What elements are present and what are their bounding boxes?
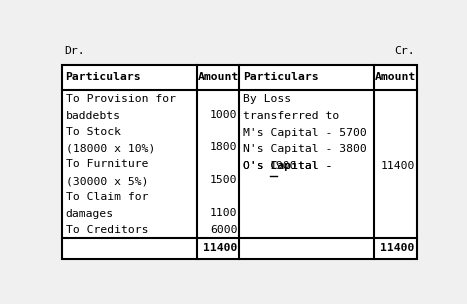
Text: (18000 x 10%): (18000 x 10%) [65,143,155,154]
Text: 1500: 1500 [210,175,238,185]
Text: N's Capital - 3800: N's Capital - 3800 [243,144,367,154]
Text: 1000: 1000 [210,109,238,119]
Text: 1900: 1900 [270,161,297,171]
Text: damages: damages [65,209,114,219]
Text: 11400: 11400 [381,243,415,253]
Bar [62,64,417,259]
Text: To Creditors: To Creditors [65,225,148,235]
Text: (30000 x 5%): (30000 x 5%) [65,176,148,186]
Text: Particulars: Particulars [65,72,141,82]
Text: To Furniture: To Furniture [65,159,148,169]
Text: Amount: Amount [375,72,416,82]
Text: Dr.: Dr. [64,46,85,56]
Text: O's Capital -: O's Capital - [243,161,339,171]
Text: 11400: 11400 [381,161,415,171]
Text: To Stock: To Stock [65,126,120,136]
Text: To Provision for: To Provision for [65,94,176,104]
Text: By Loss: By Loss [243,94,291,104]
Text: 1800: 1800 [210,142,238,152]
Text: baddebts: baddebts [65,111,120,121]
Text: transferred to: transferred to [243,111,339,121]
Text: 11400: 11400 [203,243,238,253]
Text: M's Capital - 5700: M's Capital - 5700 [243,128,367,137]
Text: O's Capital -: O's Capital - [243,161,339,171]
Text: Particulars: Particulars [243,72,318,82]
Text: To Claim for: To Claim for [65,192,148,202]
Text: 1100: 1100 [210,208,238,218]
Text: Cr.: Cr. [394,46,415,56]
Text: Amount: Amount [198,72,239,82]
Text: 6000: 6000 [210,225,238,235]
